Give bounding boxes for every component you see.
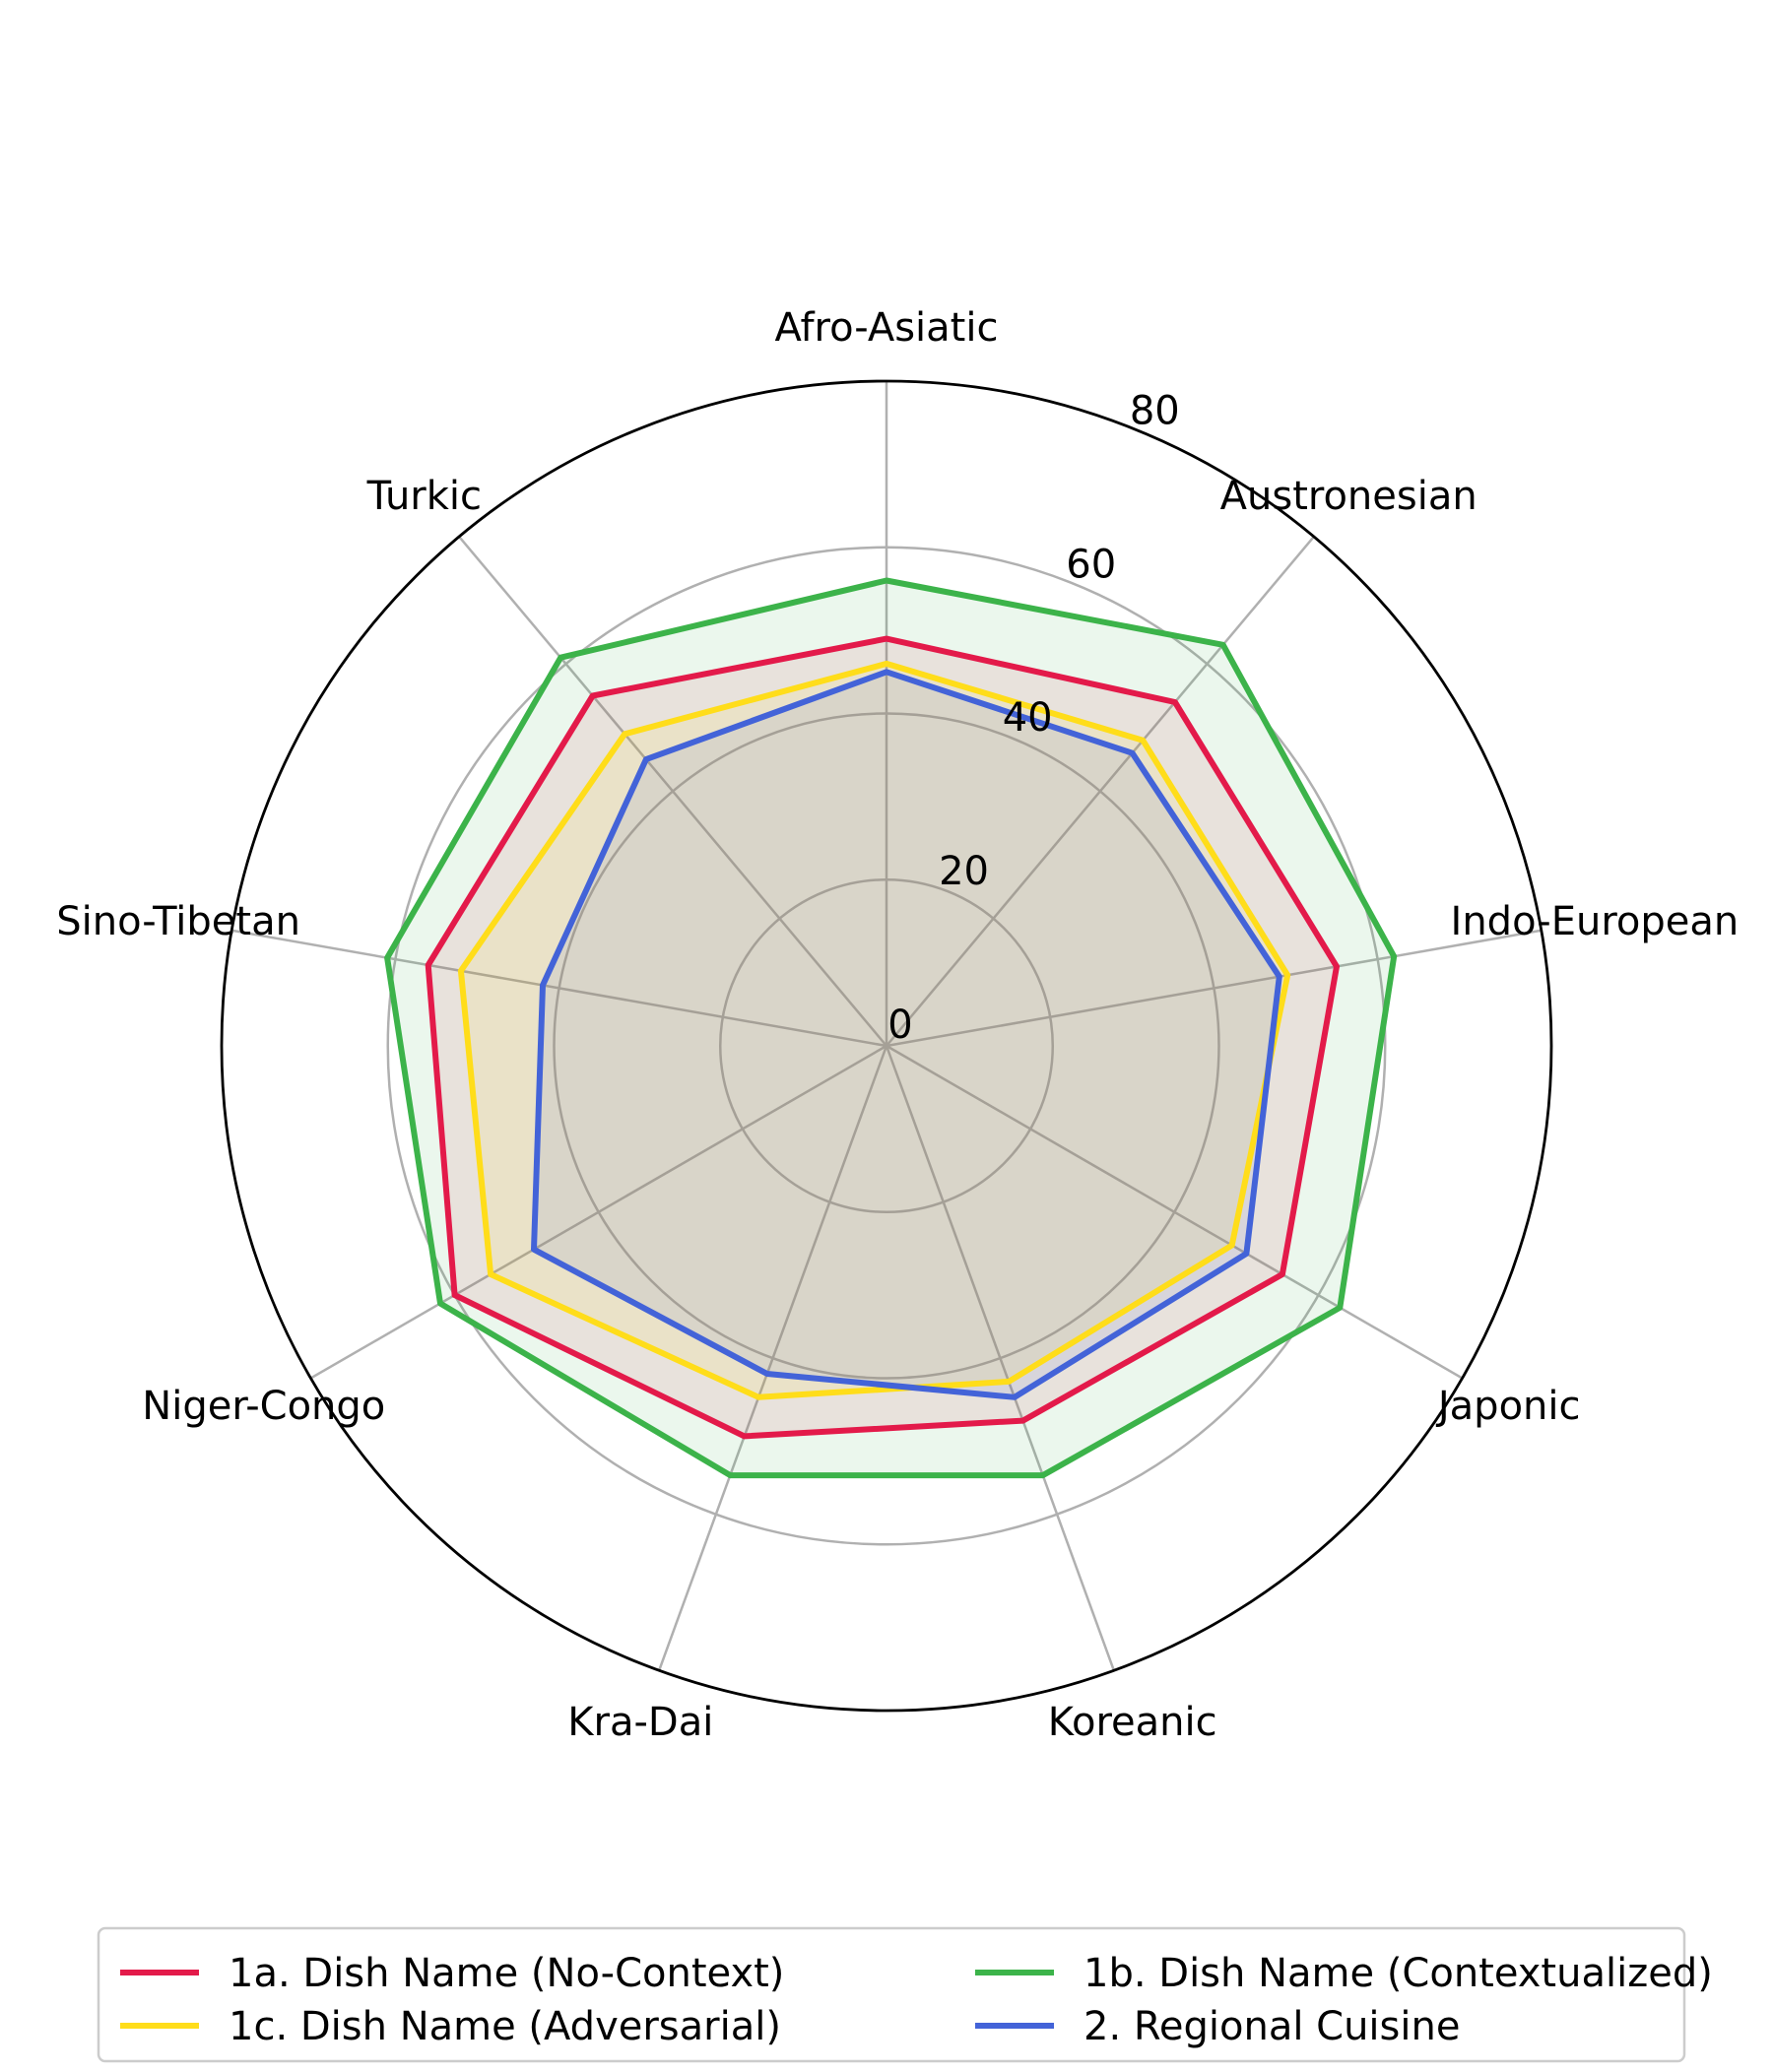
- category-label: Kra-Dai: [567, 1700, 713, 1745]
- radial-tick-label: 0: [887, 1003, 912, 1048]
- spoke-2: [886, 929, 1542, 1048]
- series-fill-layer: [387, 580, 1395, 1476]
- category-label: Turkic: [366, 474, 482, 519]
- series-line-1: [384, 577, 1398, 1479]
- spoke-6: [309, 1044, 887, 1380]
- legend-label: 1a. Dish Name (No-Context): [229, 1951, 784, 1996]
- series-line-3: [531, 669, 1282, 1400]
- category-label: Indo-European: [1451, 899, 1740, 944]
- spoke-3: [886, 1044, 1464, 1380]
- spoke-7: [231, 929, 887, 1048]
- spoke-1: [886, 536, 1315, 1047]
- category-labels: Afro-Asiatic Austronesian Indo-European Jap…: [56, 305, 1739, 1745]
- category-label: Austronesian: [1220, 474, 1478, 519]
- outer-frame: [220, 379, 1553, 1713]
- spoke-4: [885, 1045, 1116, 1671]
- spoke-8: [458, 536, 887, 1047]
- category-label: Japonic: [1435, 1384, 1581, 1429]
- series-fill-2: [460, 663, 1288, 1397]
- radial-tick-label: 80: [1130, 388, 1180, 433]
- category-label: Niger-Congo: [142, 1384, 385, 1429]
- series-fill-3: [534, 672, 1280, 1397]
- radial-tick-label: 20: [939, 849, 989, 894]
- legend-label: 1c. Dish Name (Adversarial): [229, 2004, 781, 2049]
- series-fill-1: [387, 580, 1395, 1476]
- legend-label: 2. Regional Cuisine: [1084, 2004, 1460, 2049]
- category-label: Koreanic: [1048, 1700, 1217, 1745]
- category-label: Sino-Tibetan: [56, 899, 300, 944]
- legend-label: 1b. Dish Name (Contextualized): [1084, 1951, 1713, 1996]
- radial-tick-label: 40: [1003, 695, 1053, 741]
- radial-tick-labels: 0 20 40 60 80: [887, 388, 1179, 1048]
- series-line-0: [425, 635, 1340, 1440]
- category-label: Afro-Asiatic: [775, 305, 999, 351]
- series-line-2: [457, 660, 1291, 1400]
- legend-box: [97, 1926, 1686, 2063]
- series-fill-0: [427, 638, 1337, 1437]
- spoke-5: [657, 1045, 888, 1671]
- grid-layer: [220, 379, 1553, 1713]
- series-line-layer: [384, 577, 1398, 1479]
- radial-tick-label: 60: [1066, 542, 1116, 587]
- legend: 1a. Dish Name (No-Context) 1c. Dish Name …: [97, 1926, 1713, 2063]
